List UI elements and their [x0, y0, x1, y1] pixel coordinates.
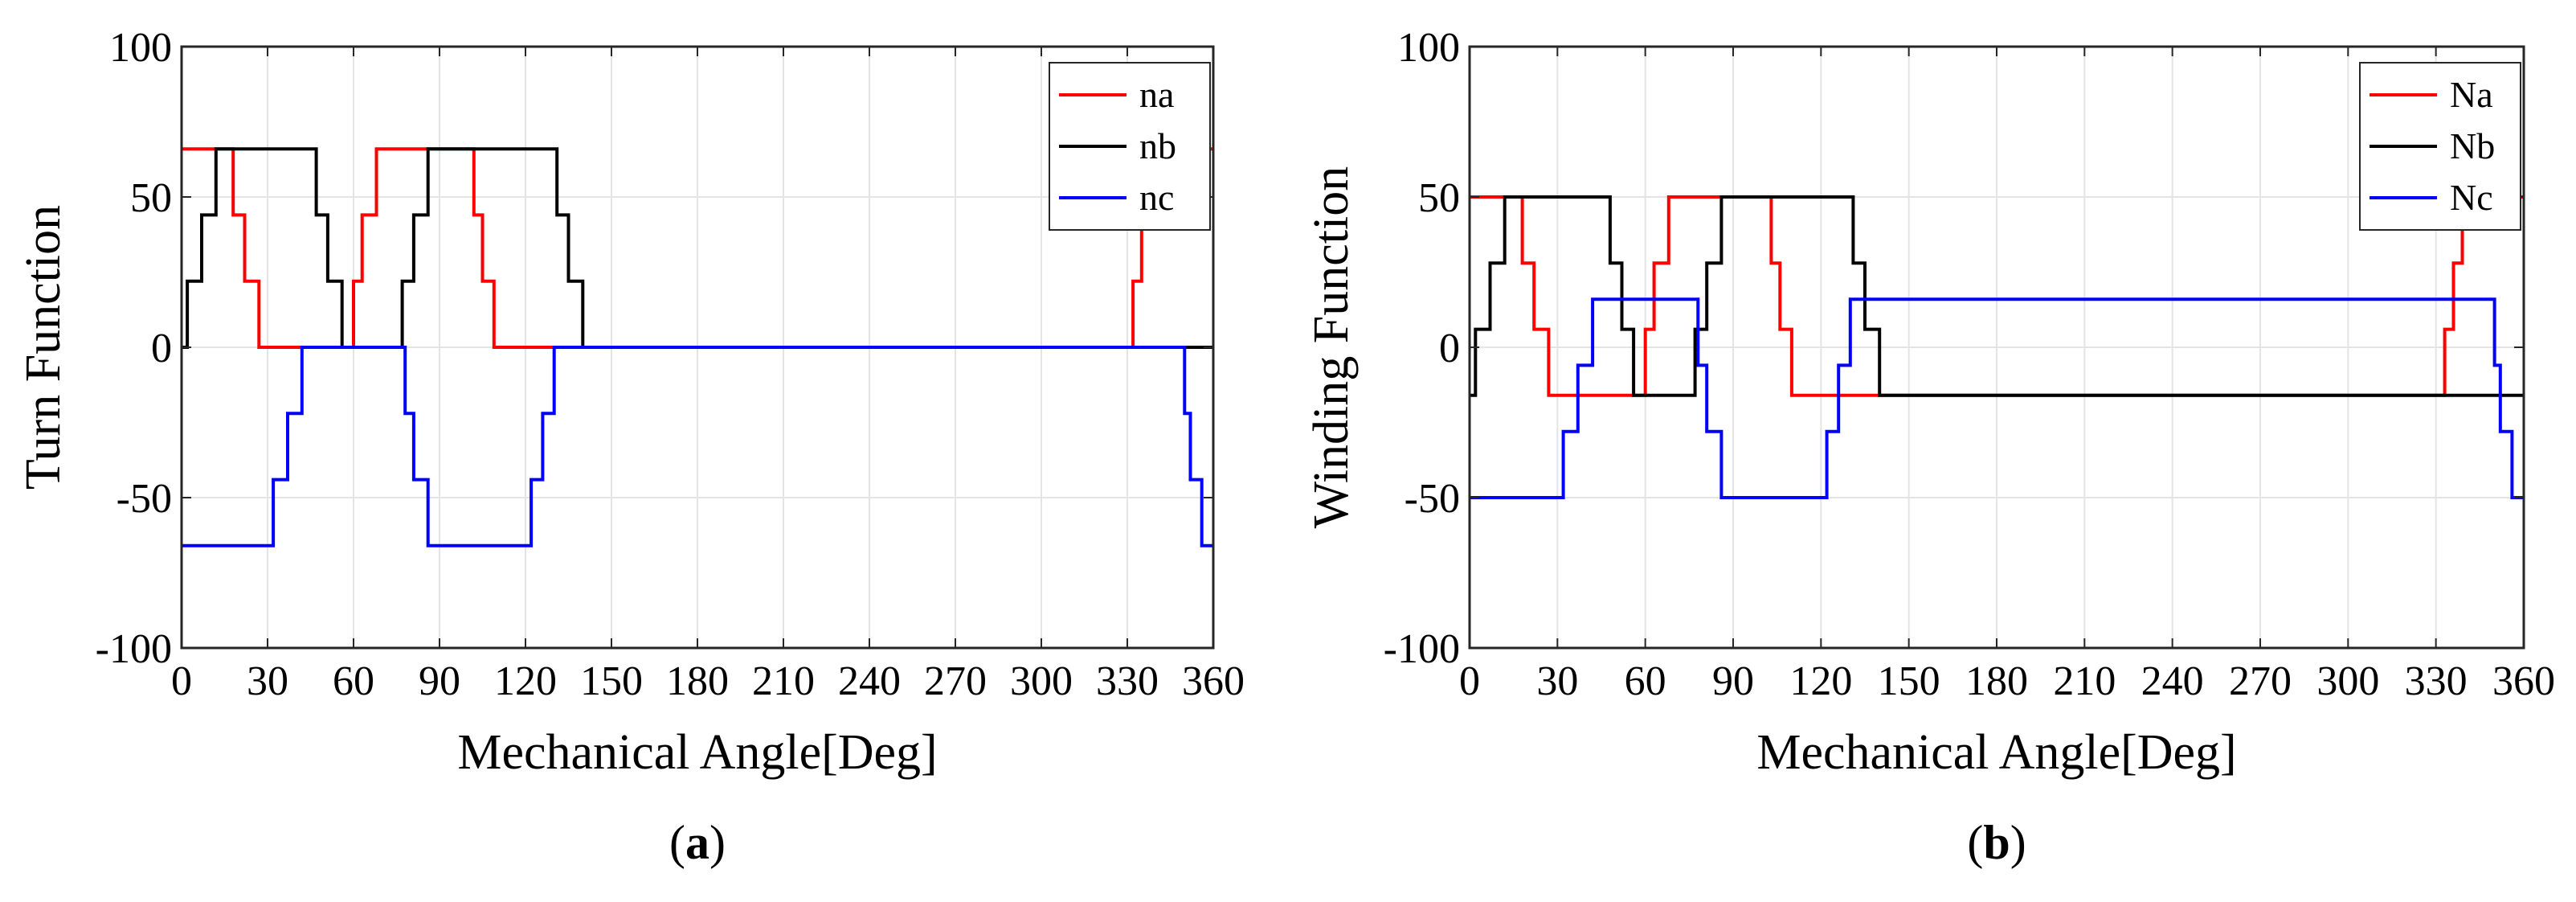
legend-label-Nc: Nc	[2450, 177, 2493, 218]
x-tick-label: 60	[333, 658, 374, 704]
y-tick-label: 0	[1439, 326, 1460, 371]
y-tick-label: 100	[109, 25, 172, 71]
y-tick-label: 50	[1418, 175, 1460, 221]
series-line-Nc	[1470, 297, 2524, 499]
x-tick-label: 30	[1536, 658, 1578, 704]
turn-function-chart: 0 30 60 90 120 150 180 210 240 270 300 330 360 -100 -5…	[16, 25, 1245, 869]
x-tick-label: 30	[247, 658, 288, 704]
x-tick-label: 360	[2492, 658, 2555, 704]
chart-panel-b: 0 30 60 90 120 150 180 210 240 270 300 330 360 -100 -5…	[1288, 0, 2576, 902]
x-tick-label: 240	[2141, 658, 2204, 704]
x-tick-label: 60	[1625, 658, 1666, 704]
x-tick-label: 150	[580, 658, 643, 704]
x-axis-label: Mechanical Angle[Deg]	[1756, 725, 2236, 780]
y-tick-label: -50	[1405, 476, 1460, 522]
y-tick-label: 100	[1397, 25, 1460, 71]
x-tick-label: 90	[419, 658, 460, 704]
x-tick-label: 360	[1182, 658, 1245, 704]
legend-label-nc: nc	[1139, 177, 1174, 218]
x-tick-label: 150	[1878, 658, 1940, 704]
series-line-Nb	[1470, 195, 2524, 397]
legend-label-Na: Na	[2450, 74, 2493, 115]
x-tick-label: 330	[1096, 658, 1159, 704]
x-tick-label: 180	[1965, 658, 2028, 704]
y-tick-label: 0	[151, 326, 172, 371]
x-tick-label: 270	[924, 658, 987, 704]
x-tick-label: 240	[838, 658, 901, 704]
series-line-nc	[182, 346, 1213, 547]
x-tick-label: 330	[2405, 658, 2468, 704]
y-tick-label: -50	[117, 476, 172, 522]
legend-label-na: na	[1139, 74, 1174, 115]
panel-caption: (b)	[1967, 816, 2026, 869]
x-tick-label: 180	[666, 658, 729, 704]
chart-panel-a: 0 30 60 90 120 150 180 210 240 270 300 330 360 -100 -5…	[16, 25, 1245, 869]
winding-function-chart: 0 30 60 90 120 150 180 210 240 270 300 330 360 -100 -5…	[1304, 25, 2555, 869]
x-tick-label: 300	[2316, 658, 2379, 704]
x-tick-label: 300	[1010, 658, 1073, 704]
x-tick-label: 270	[2229, 658, 2292, 704]
x-tick-label: 90	[1712, 658, 1754, 704]
x-tick-label: 120	[1789, 658, 1852, 704]
y-tick-label: 50	[130, 175, 172, 221]
x-tick-label: 210	[752, 658, 815, 704]
legend-label-nb: nb	[1139, 125, 1176, 166]
y-tick-label: -100	[1384, 626, 1460, 672]
legend: na nb nc	[1049, 62, 1211, 231]
legend-label-Nb: Nb	[2450, 125, 2495, 166]
x-tick-label: 120	[494, 658, 557, 704]
x-axis-label: Mechanical Angle[Deg]	[457, 725, 937, 780]
y-axis-label: Turn Function	[16, 205, 71, 490]
x-tick-label: 0	[1459, 658, 1480, 704]
legend: Na Nb Nc	[2359, 62, 2521, 231]
y-tick-label: -100	[96, 626, 172, 672]
panel-caption: (a)	[669, 816, 726, 869]
y-axis-label: Winding Function	[1304, 166, 1359, 528]
x-tick-label: 210	[2053, 658, 2116, 704]
x-tick-label: 0	[171, 658, 192, 704]
